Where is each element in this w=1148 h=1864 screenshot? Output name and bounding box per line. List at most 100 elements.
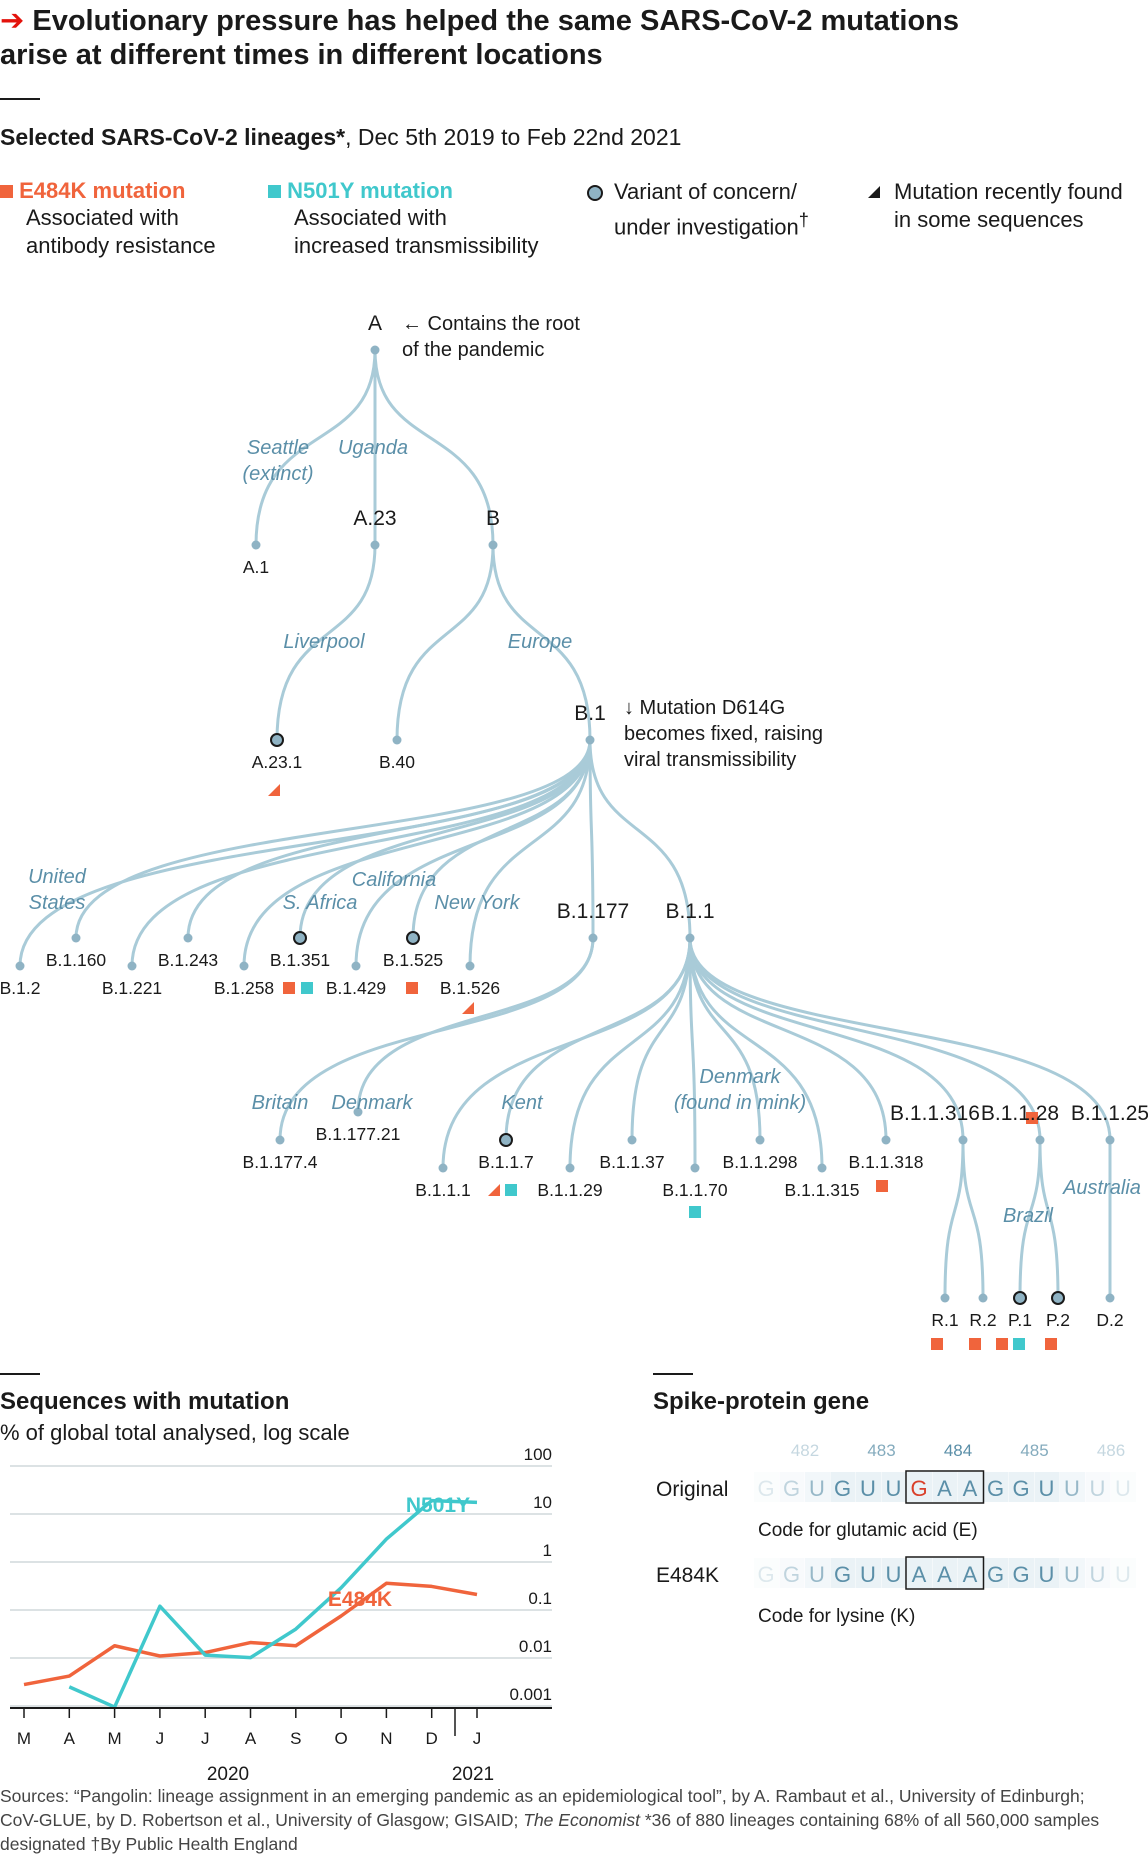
lineage-label-B1351: B.1.351 [270,950,330,970]
node-D2 [1105,1293,1115,1303]
tree-branch-R1 [943,1139,965,1299]
lineage-label-B1125: B.1.1.25 [1071,1102,1148,1125]
lineage-label-B1525: B.1.525 [383,950,443,970]
original-base: G [834,1476,851,1501]
tree-branch-B12 [18,739,592,967]
sources-economist: The Economist [523,1810,640,1830]
mutant-base-cell [1111,1558,1136,1588]
codon-position-486: 486 [1097,1441,1125,1460]
original-base-cell [856,1472,881,1502]
x-tick-label: J [473,1729,482,1748]
lineage-label-B11: B.1.1 [665,900,714,923]
legend-e484k: E484K mutation Associated with antibody … [0,178,216,260]
sources-line1: Sources: “Pangolin: lineage assignment i… [0,1786,1085,1806]
original-base: G [987,1476,1004,1501]
original-base: G [1012,1476,1029,1501]
tree-branch-B1170 [688,937,697,1169]
codon-position-482: 482 [791,1441,819,1460]
annotation-d614g-line1: ↓ Mutation D614G [624,697,785,719]
subtitle: Selected SARS-CoV-2 lineages*, Dec 5th 2… [0,124,681,151]
y-tick-label: 0.001 [509,1685,552,1704]
lineage-label-B40: B.40 [379,752,415,772]
legend-e484k-line2: antibody resistance [26,233,216,258]
original-base-cell [958,1472,983,1502]
x-tick-label: J [156,1729,165,1748]
original-base: U [1039,1476,1055,1501]
node-P1-voc [1013,1291,1027,1305]
region-label-britain: Britain [252,1092,309,1114]
x-tick-label: N [380,1729,392,1748]
original-base-cell [1111,1472,1136,1502]
node-B1258 [239,961,249,971]
node-R2 [978,1293,988,1303]
original-base-cell [805,1472,830,1502]
region-label-brazil: Brazil [1003,1205,1054,1227]
y-tick-label: 10 [533,1493,552,1512]
lineage-label-P1: P.1 [1008,1310,1032,1330]
lineage-tree: A A.1 A.23 A.23.1 B B.40 B.1 B.1.2 B.1.160 B.1.22… [0,312,1148,1350]
node-B1 [585,735,595,745]
region-label-denmark: Denmark [331,1092,413,1114]
mutant-base: A [963,1562,978,1587]
subtitle-date-range: , Dec 5th 2019 to Feb 22nd 2021 [345,124,682,150]
node-B1137 [627,1135,637,1145]
x-tick-label: A [64,1729,76,1748]
original-base: G [910,1476,927,1501]
x-tick-label: O [334,1729,347,1748]
lineage-label-B1177: B.1.177 [557,900,629,923]
node-B117-voc [499,1133,513,1147]
legend-recent-line2: in some sequences [894,207,1084,232]
mutant-base: G [1012,1562,1029,1587]
region-label-safrica: S. Africa [283,892,358,914]
original-base: A [937,1476,952,1501]
node-B1170 [690,1163,700,1173]
tree-branch-B1526 [468,739,592,967]
n501y-square-icon [268,185,281,198]
spike-rule [653,1373,693,1375]
node-B111 [438,1163,448,1173]
lineage-label-A231: A.23.1 [252,752,303,772]
region-label-california: California [352,869,436,891]
lineage-label-D2: D.2 [1096,1310,1123,1330]
sources-line3: designated †By Public Health England [0,1834,298,1854]
tree-branch-B1125 [688,937,1112,1141]
marker-B117-n501y [505,1184,517,1196]
tree-branch-B11318 [688,937,888,1141]
node-B11318 [881,1135,891,1145]
line-chart-series: N501Y E484K [23,1494,478,1709]
marker-B1351-e484k [283,982,295,994]
x-tick-label: M [17,1729,31,1748]
mutant-base: U [886,1562,902,1587]
region-label-denmark_mink1: Denmark [699,1066,781,1088]
marker-B117-e484k-recent [488,1184,500,1196]
mutant-base-cell [907,1558,932,1588]
node-B11774 [275,1135,285,1145]
marker-B1525-e484k [406,982,418,994]
line-chart-title: Sequences with mutation [0,1388,290,1415]
region-label-liverpool: Liverpool [283,631,365,653]
tree-branch-B1243 [186,739,592,939]
codon-position-485: 485 [1020,1441,1048,1460]
tree-branch-B117 [504,937,692,1141]
mutant-base-cell [830,1558,856,1588]
node-P2-voc [1051,1291,1065,1305]
tree-branch-B [373,349,495,546]
sources-line2c: *36 of 880 lineages containing 68% of al… [639,1810,1100,1830]
lineage-label-B11774: B.1.177.4 [243,1152,318,1172]
lineage-label-B11298: B.1.1.298 [723,1152,798,1172]
mutant-caption: Code for lysine (K) [758,1606,915,1627]
annotation-d614g-line3: viral transmissibility [624,749,796,771]
legend-voc-dagger: † [798,209,809,230]
region-label-denmark_mink2: (found in mink) [674,1092,806,1114]
mutant-base-cell [881,1558,907,1588]
original-base-cell [1034,1472,1060,1502]
tree-branch-B1129 [568,937,692,1169]
tree-branch-B1177 [588,739,595,939]
original-base: U [1090,1476,1106,1501]
original-base-cell [1085,1472,1111,1502]
original-base-cell [932,1472,958,1502]
spike-title: Spike-protein gene [653,1388,870,1415]
legend-n501y: N501Y mutation Associated with increased… [268,178,539,260]
lineage-label-B: B [486,507,500,530]
